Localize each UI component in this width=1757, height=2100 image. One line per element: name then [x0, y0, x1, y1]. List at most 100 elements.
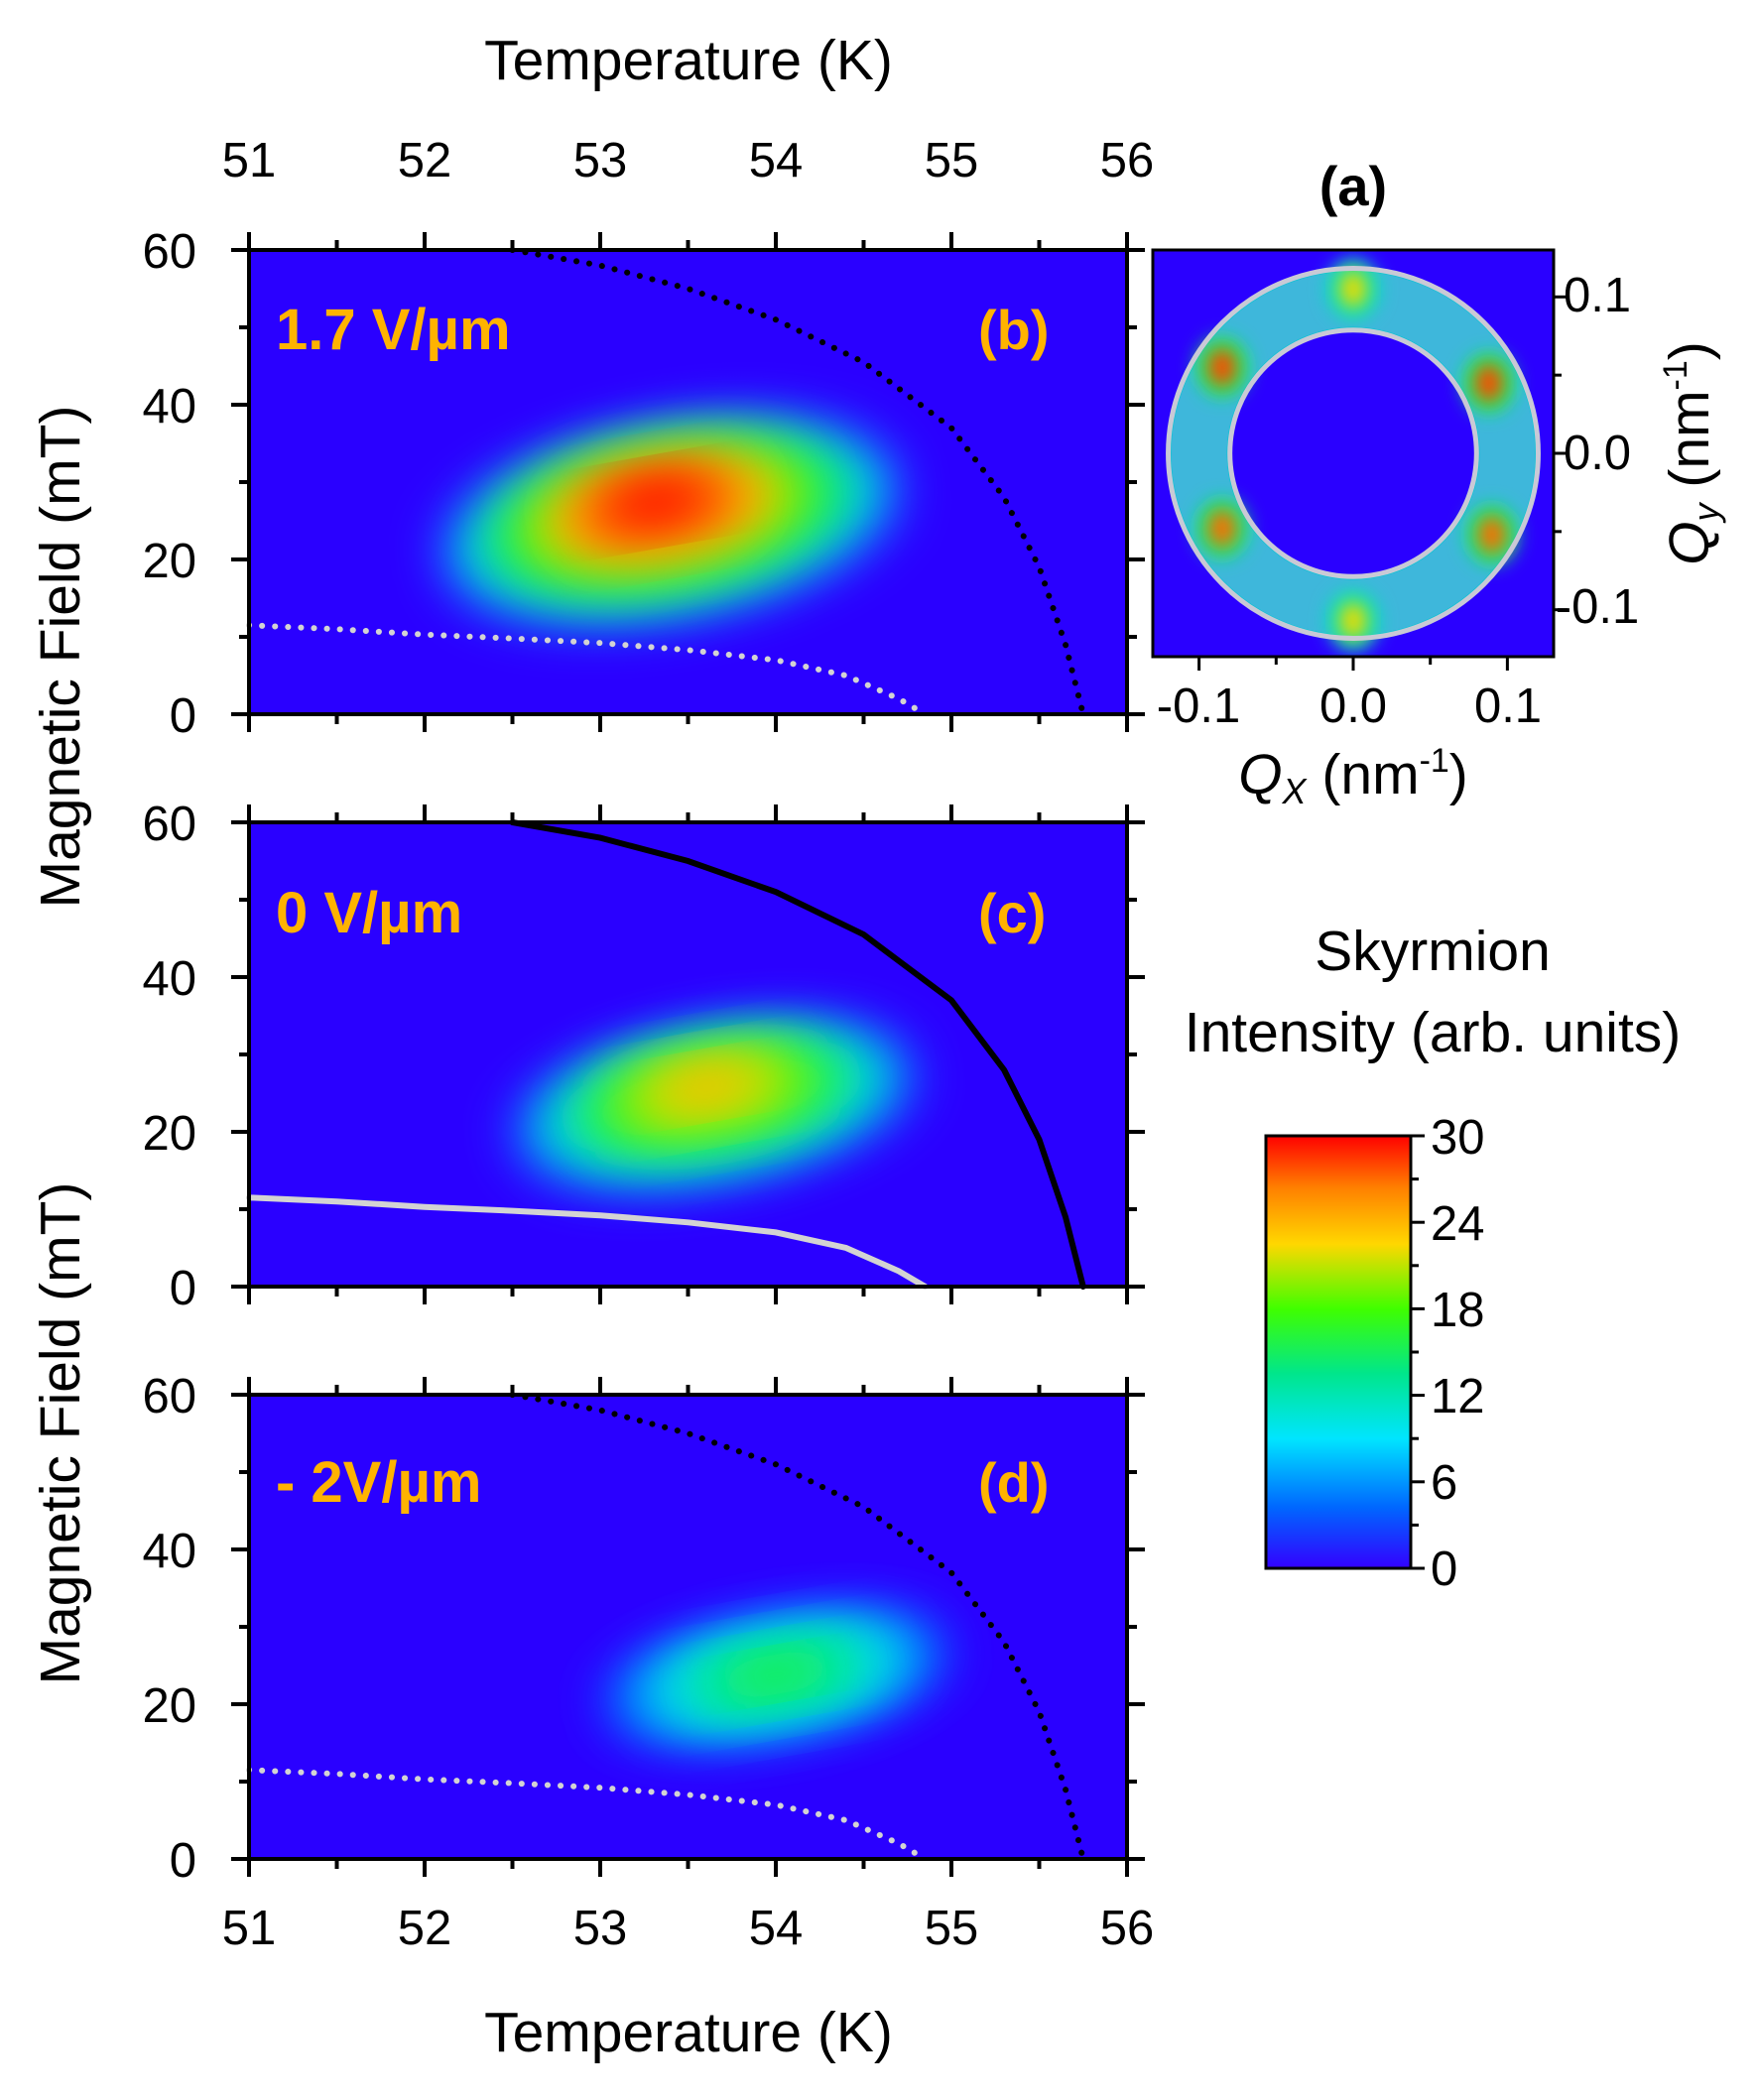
colorbar-tick-label: 30 — [1431, 1111, 1485, 1165]
y-tick-label: 60 — [142, 1370, 196, 1423]
panel-a-ticks — [1197, 295, 1568, 671]
bragg-spot — [1207, 348, 1236, 387]
y-tick-label: 20 — [142, 535, 196, 588]
colorbar-title-line1: Skyrmion — [1315, 920, 1551, 983]
panel-d-upper-boundary — [509, 1392, 1086, 1862]
y-tick-label: 20 — [142, 1107, 196, 1161]
panel-b-upper-boundary — [509, 247, 1086, 717]
left-axis-title-lower: Magnetic Field (mT) — [29, 1182, 92, 1685]
y-tick-label: 0 — [170, 1262, 196, 1315]
colorbar: Skyrmion Intensity (arb. units) 0 6 12 1… — [1185, 920, 1682, 1596]
ring-outer-circle — [1166, 266, 1541, 641]
y-tick-label: 60 — [142, 225, 196, 279]
qy-tick-label: 0.0 — [1564, 427, 1631, 480]
colorbar-tick-labels: 0 6 12 18 24 30 — [1431, 1111, 1485, 1596]
panel-d-tag: (d) — [978, 1451, 1050, 1514]
panel-a: (a) -0.1 0.0 0.1 0.1 0.0 -0.1 QX (nm-1) … — [1151, 155, 1726, 811]
y-tick-label: 40 — [142, 952, 196, 1006]
panel-d-field-label: - 2V/µm — [276, 1450, 481, 1515]
y-tick-label: 60 — [142, 798, 196, 851]
qy-tick-label: -0.1 — [1556, 580, 1639, 634]
panel-d-background — [249, 1395, 1127, 1859]
bottom-x-tick-label: 56 — [1100, 1902, 1155, 1955]
qx-close: ) — [1449, 743, 1468, 806]
qy-axis-title: Qy (nm-1) — [1657, 341, 1726, 565]
panel-c-tag: (c) — [978, 882, 1046, 944]
qx-tick-label: -0.1 — [1157, 679, 1240, 733]
y-tick-label: 40 — [142, 1525, 196, 1578]
skyrmion-intensity-contour — [732, 1658, 819, 1690]
panel-c-field-label: 0 V/µm — [276, 881, 462, 945]
qx-sub: X — [1282, 771, 1309, 811]
top-x-tick-label: 53 — [573, 134, 628, 187]
top-x-tick-label: 54 — [749, 134, 804, 187]
y-tick-label: 0 — [170, 1834, 196, 1888]
left-axis-title-upper: Magnetic Field (mT) — [29, 406, 92, 909]
bragg-spot — [1207, 509, 1236, 548]
panel-c-y-tick-labels: 0 20 40 60 — [142, 798, 196, 1315]
bottom-x-tick-labels: 51 52 53 54 55 56 — [222, 1902, 1155, 1955]
ring-inner-circle — [1227, 327, 1479, 579]
bottom-axis-title: Temperature (K) — [484, 2001, 893, 2064]
bragg-spot — [1339, 270, 1367, 309]
panel-c-lower-boundary — [246, 1194, 929, 1290]
bottom-x-tick-label: 54 — [749, 1902, 804, 1955]
y-tick-label: 40 — [142, 380, 196, 433]
qy-tick-label: 0.1 — [1564, 269, 1631, 322]
top-x-tick-label: 52 — [398, 134, 452, 187]
panel-c-upper-boundary — [509, 819, 1086, 1290]
panel-c-ticks — [231, 804, 1145, 1304]
top-x-tick-labels: 51 52 53 54 55 56 — [222, 134, 1155, 187]
bragg-spot — [1477, 516, 1506, 554]
y-tick-label: 20 — [142, 1679, 196, 1733]
panel-d-heat — [602, 1612, 949, 1742]
bottom-x-tick-label: 55 — [925, 1902, 979, 1955]
top-x-tick-label: 56 — [1100, 134, 1155, 187]
panel-b-lower-boundary — [246, 622, 929, 717]
colorbar-tick-label: 0 — [1431, 1543, 1457, 1596]
qx-main: Q — [1238, 743, 1282, 806]
colorbar-ticks — [1411, 1134, 1425, 1570]
qy-unit: (nm — [1658, 390, 1721, 503]
panel-b: 1.7 V/µm (b) 51 52 53 54 55 56 0 20 40 6… — [142, 134, 1154, 743]
panel-b-heat — [444, 421, 896, 621]
qx-axis-title: QX (nm-1) — [1238, 742, 1468, 811]
qx-tick-label: 0.0 — [1319, 679, 1387, 733]
panel-b-y-tick-labels: 0 20 40 60 — [142, 225, 196, 743]
qx-tick-label: 0.1 — [1474, 679, 1542, 733]
colorbar-tick-label: 6 — [1431, 1456, 1457, 1510]
top-x-tick-label: 51 — [222, 134, 277, 187]
panel-c-heat — [515, 1024, 914, 1185]
panel-a-y-tick-labels: 0.1 0.0 -0.1 — [1556, 269, 1639, 634]
panel-b-ticks — [231, 232, 1145, 732]
panel-d-y-tick-labels: 0 20 40 60 — [142, 1370, 196, 1888]
qx-exp: -1 — [1420, 742, 1449, 780]
panel-c: 0 V/µm (c) 0 20 40 60 — [142, 798, 1145, 1315]
skyrmion-intensity-contour — [657, 1064, 757, 1106]
bragg-spot — [1474, 364, 1503, 403]
panel-d-lower-boundary — [246, 1767, 929, 1862]
colorbar-tick-label: 12 — [1431, 1370, 1485, 1423]
colorbar-tick-label: 24 — [1431, 1197, 1485, 1251]
panel-b-tag: (b) — [978, 299, 1050, 361]
bottom-x-tick-label: 51 — [222, 1902, 277, 1955]
y-tick-label: 0 — [170, 689, 196, 743]
colorbar-title-line2: Intensity (arb. units) — [1185, 1001, 1682, 1064]
qy-exp: -1 — [1657, 360, 1694, 390]
bottom-x-tick-label: 52 — [398, 1902, 452, 1955]
colorbar-gradient — [1264, 1134, 1413, 1570]
panel-d: - 2V/µm (d) 0 20 40 60 51 52 53 54 55 56 — [142, 1370, 1154, 1955]
top-x-tick-label: 55 — [925, 134, 979, 187]
skyrmion-intensity-contour — [599, 476, 712, 527]
panel-b-field-label: 1.7 V/µm — [276, 298, 511, 362]
qy-close: ) — [1658, 341, 1721, 360]
panel-d-ticks — [231, 1377, 1145, 1877]
qx-unit: (nm — [1307, 743, 1420, 806]
panel-a-tag: (a) — [1319, 155, 1387, 217]
panel-a-x-tick-labels: -0.1 0.0 0.1 — [1157, 679, 1542, 733]
qy-main: Q — [1658, 521, 1721, 564]
qy-sub: y — [1686, 501, 1726, 524]
bragg-spot — [1339, 601, 1367, 640]
colorbar-tick-label: 18 — [1431, 1284, 1485, 1337]
